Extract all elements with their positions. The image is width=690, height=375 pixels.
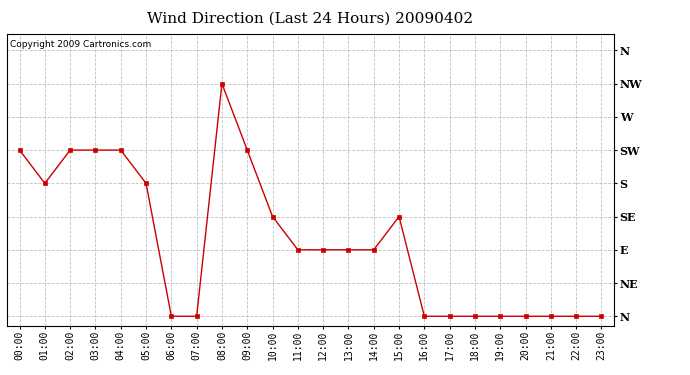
Text: Wind Direction (Last 24 Hours) 20090402: Wind Direction (Last 24 Hours) 20090402	[148, 11, 473, 25]
Text: Copyright 2009 Cartronics.com: Copyright 2009 Cartronics.com	[10, 40, 151, 49]
